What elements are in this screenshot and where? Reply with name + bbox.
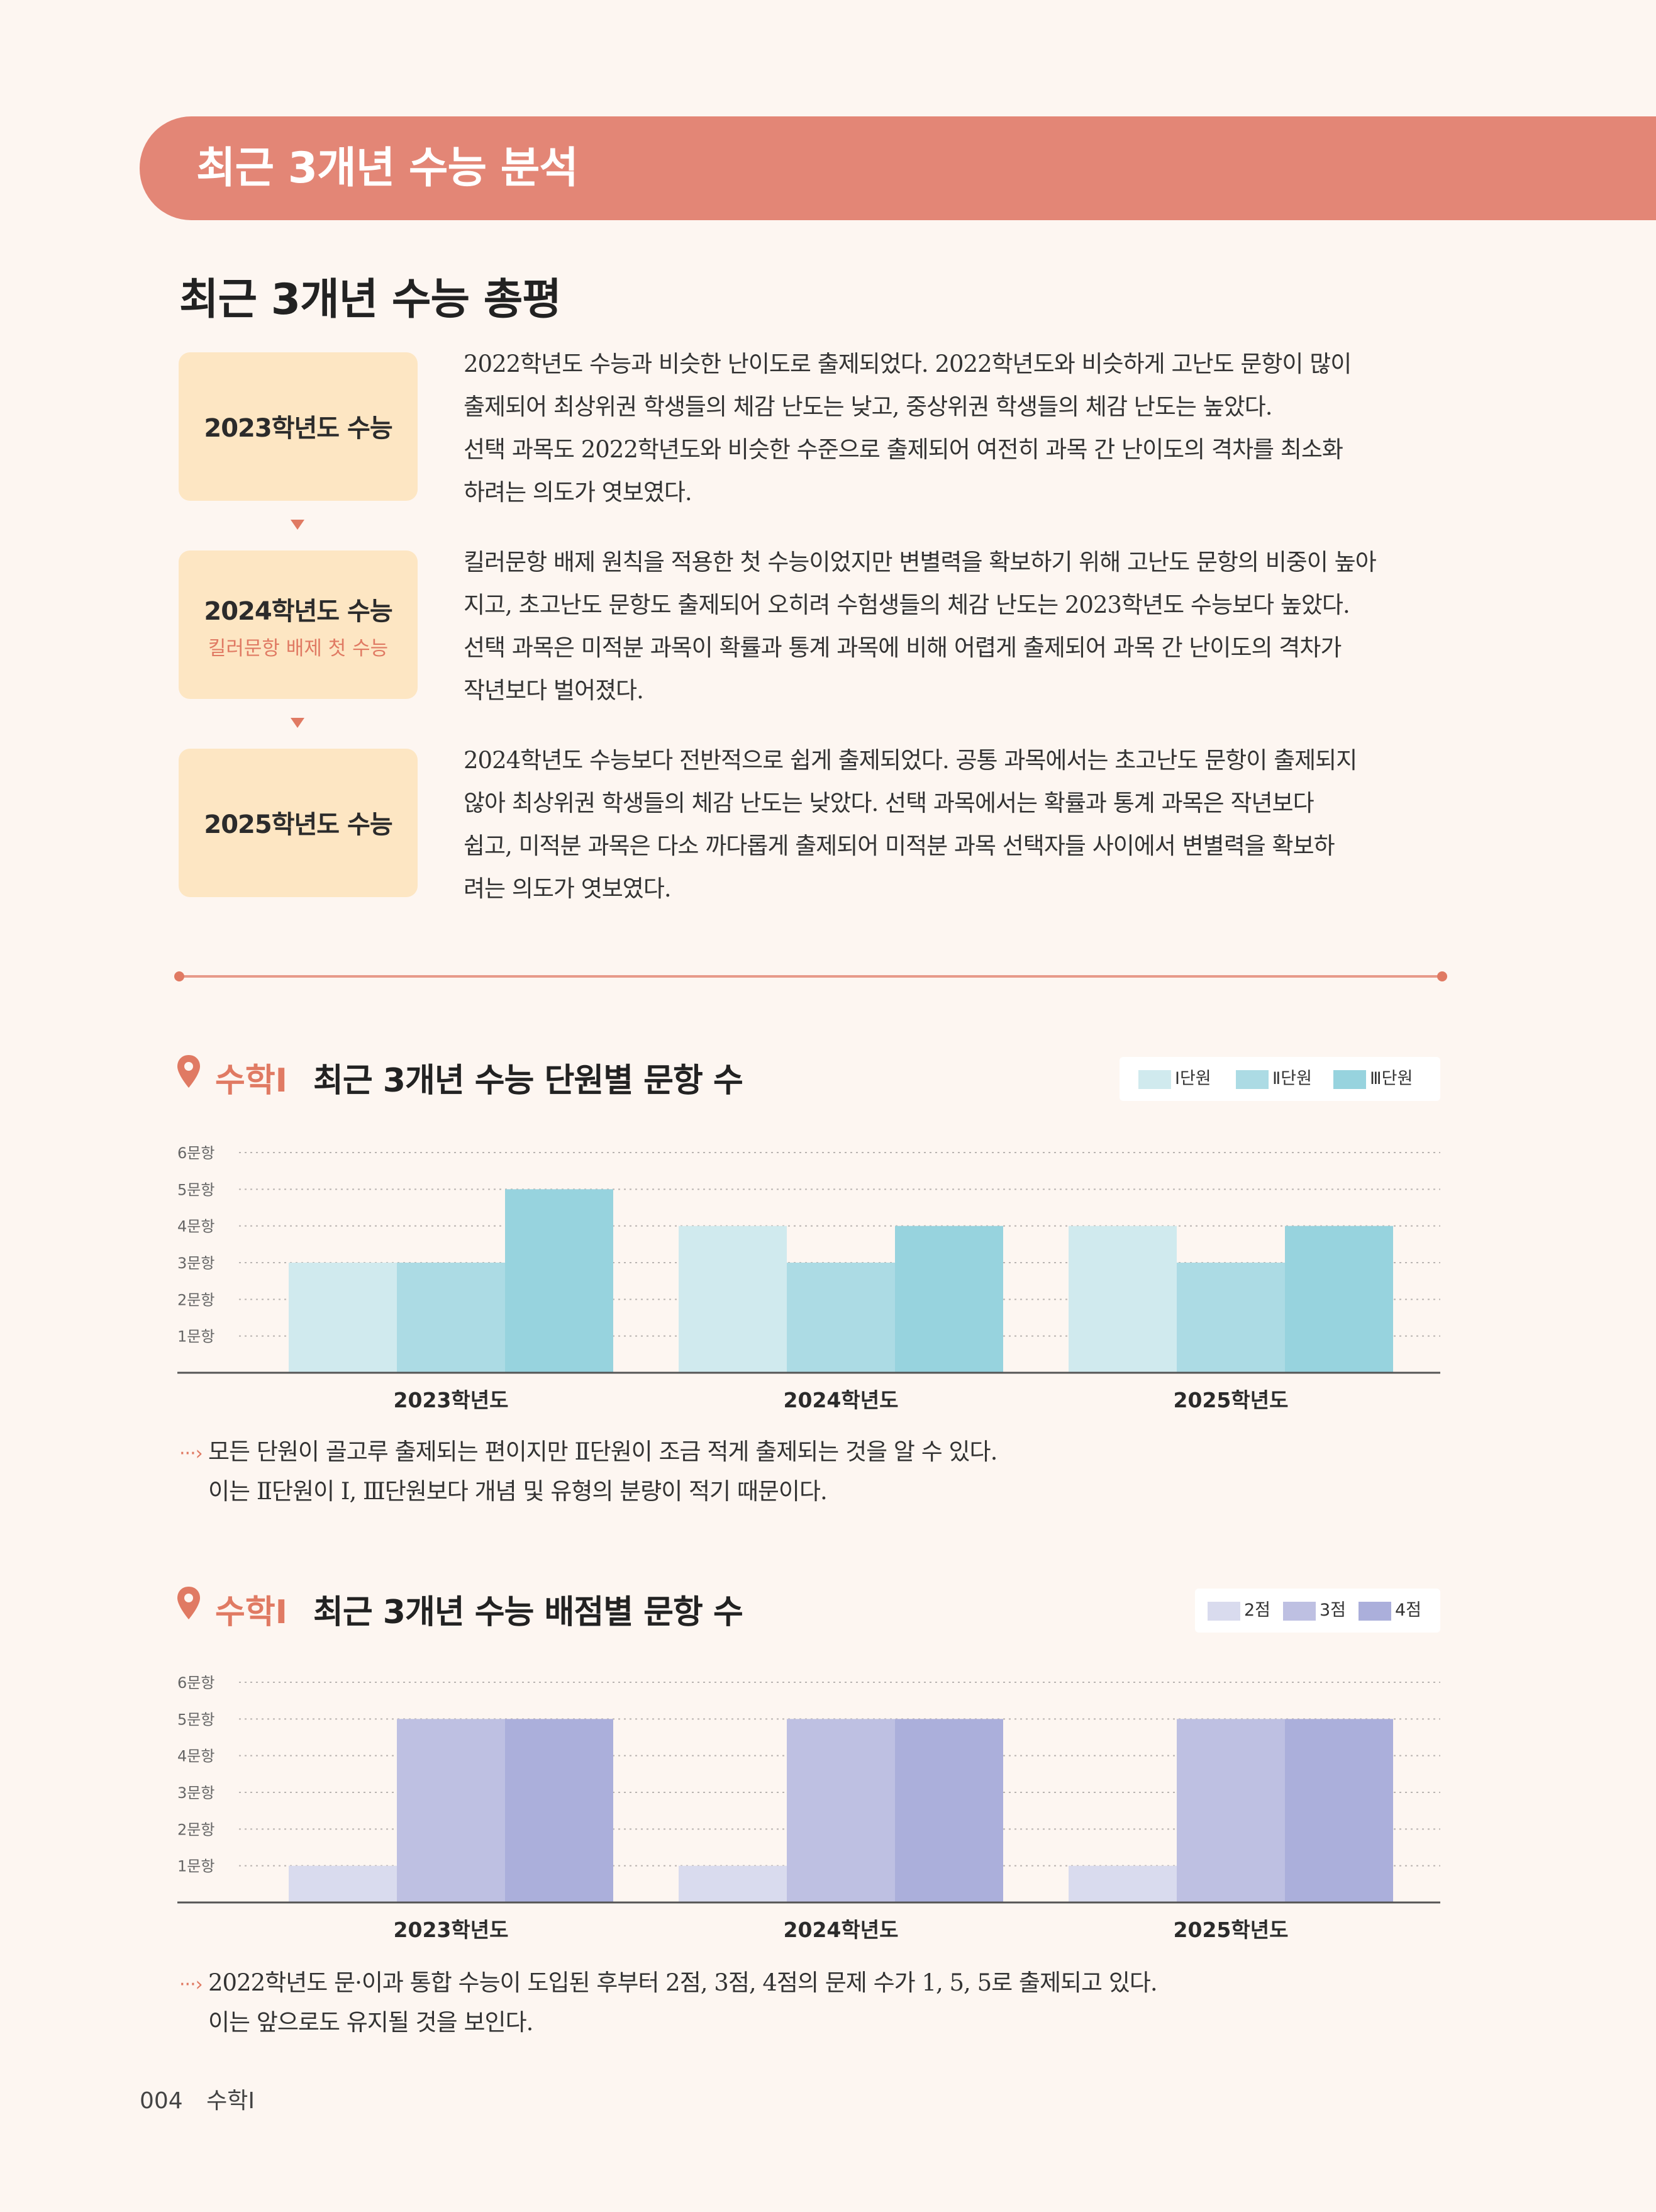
- summary-line: 2024학년도 수능보다 전반적으로 쉽게 출제되었다. 공통 과목에서는 초고…: [464, 747, 1357, 774]
- summary-line: 않아 최상위권 학생들의 체감 난도는 낮았다. 선택 과목에서는 확률과 통계…: [464, 790, 1314, 817]
- legend-item: 3점: [1283, 1600, 1346, 1621]
- y-tick-label: 6문항: [177, 1674, 214, 1692]
- year-box-2025: 2025학년도 수능: [179, 749, 418, 897]
- y-tick-label: 4문항: [177, 1748, 214, 1765]
- banner-title: 최근 3개년 수능 분석: [196, 143, 579, 193]
- bar-1: [1069, 1865, 1177, 1902]
- x-tick-label: 2023학년도: [394, 1388, 509, 1412]
- x-tick-label: 2024학년도: [784, 1918, 899, 1942]
- y-tick-label: 6문항: [177, 1144, 214, 1162]
- y-tick-label: 2문항: [177, 1821, 214, 1838]
- y-tick-label: 5문항: [177, 1181, 214, 1198]
- chart1-note: ···› 모든 단원이 골고루 출제되는 편이지만 Ⅱ단원이 조금 적게 출제되는…: [179, 1433, 1437, 1511]
- note-line: 2022학년도 문·이과 통합 수능이 도입된 후부터 2점, 3점, 4점의 …: [208, 1969, 1158, 1996]
- year-label: 2024학년도 수능: [204, 597, 392, 626]
- summary-line: 킬러문항 배제 원칙을 적용한 첫 수능이었지만 변별력을 확보하기 위해 고난…: [464, 549, 1377, 576]
- chart-title: 최근 3개년 수능 단원별 문항 수: [313, 1062, 743, 1100]
- note-line: 이는 앞으로도 유지될 것을 보인다.: [208, 2009, 533, 2036]
- bar-2: [787, 1719, 895, 1902]
- bar-2: [787, 1263, 895, 1373]
- chart2-note: ···› 2022학년도 문·이과 통합 수능이 도입된 후부터 2점, 3점, …: [179, 1964, 1437, 2042]
- summary-2024: 킬러문항 배제 원칙을 적용한 첫 수능이었지만 변별력을 확보하기 위해 고난…: [464, 541, 1442, 712]
- legend-item: Ⅲ단원: [1333, 1068, 1413, 1090]
- y-tick-label: 4문항: [177, 1218, 214, 1236]
- bar-2: [397, 1263, 505, 1373]
- bar-3: [1285, 1226, 1393, 1373]
- bar-1: [679, 1226, 787, 1373]
- bar-2: [1177, 1263, 1285, 1373]
- page-footer: 004 수학Ⅰ: [140, 2082, 255, 2115]
- chart-subject: 수학Ⅰ: [215, 1062, 288, 1100]
- y-tick-label: 3문항: [177, 1254, 214, 1272]
- y-tick-label: 5문항: [177, 1711, 214, 1728]
- bar-3: [505, 1719, 613, 1902]
- page-number: 004: [140, 2088, 183, 2114]
- legend-item: 2점: [1208, 1600, 1270, 1621]
- summary-line: 작년보다 벌어졌다.: [464, 677, 644, 704]
- y-tick-label: 1문항: [177, 1858, 214, 1875]
- y-tick-label: 3문항: [177, 1784, 214, 1802]
- bar-1: [1069, 1226, 1177, 1373]
- bar-3: [505, 1189, 613, 1373]
- down-arrow-icon: [291, 520, 304, 530]
- overview-title: 최근 3개년 수능 총평: [179, 275, 562, 325]
- summary-2023: 2022학년도 수능과 비슷한 난이도로 출제되었다. 2022학년도와 비슷하…: [464, 343, 1442, 514]
- x-tick-label: 2023학년도: [394, 1918, 509, 1942]
- x-tick-label: 2024학년도: [784, 1388, 899, 1412]
- note-line: 이는 Ⅱ단원이 Ⅰ, Ⅲ단원보다 개념 및 유형의 분량이 적기 때문이다.: [208, 1478, 828, 1505]
- bar-1: [679, 1865, 787, 1902]
- legend-item: Ⅰ단원: [1138, 1068, 1211, 1090]
- section-banner: 최근 3개년 수능 분석: [140, 116, 1656, 220]
- bar-3: [895, 1226, 1003, 1373]
- summary-line: 선택 과목도 2022학년도와 비슷한 수준으로 출제되어 여전히 과목 간 난…: [464, 436, 1343, 463]
- summary-line: 려는 의도가 엿보였다.: [464, 875, 672, 902]
- summary-line: 출제되어 최상위권 학생들의 체감 난도는 낮고, 중상위권 학생들의 체감 난…: [464, 393, 1273, 420]
- x-tick-label: 2025학년도: [1174, 1918, 1289, 1942]
- summary-line: 선택 과목은 미적분 과목이 확률과 통계 과목에 비해 어렵게 출제되어 과목…: [464, 634, 1342, 661]
- bar-2: [397, 1719, 505, 1902]
- x-tick-label: 2025학년도: [1174, 1388, 1289, 1412]
- year-box-2023: 2023학년도 수능: [179, 352, 418, 501]
- arrow-icon: ···›: [179, 1443, 203, 1465]
- summary-line: 2022학년도 수능과 비슷한 난이도로 출제되었다. 2022학년도와 비슷하…: [464, 350, 1352, 377]
- year-box-2024: 2024학년도 수능 킬러문항 배제 첫 수능: [179, 550, 418, 699]
- year-label: 2023학년도 수능: [204, 414, 392, 443]
- section-divider: [174, 971, 1447, 981]
- summary-line: 쉽고, 미적분 과목은 다소 까다롭게 출제되어 미적분 과목 선택자들 사이에…: [464, 832, 1335, 859]
- year-label: 2025학년도 수능: [204, 810, 392, 839]
- footer-subject: 수학Ⅰ: [206, 2088, 255, 2114]
- bar-3: [1285, 1719, 1393, 1902]
- arrow-icon: ···›: [179, 1974, 203, 1996]
- location-pin-icon: [177, 1055, 200, 1088]
- bar-1: [289, 1263, 397, 1373]
- y-tick-label: 2문항: [177, 1291, 214, 1309]
- down-arrow-icon: [291, 718, 304, 728]
- divider-dot: [174, 971, 184, 981]
- legend-item: 4점: [1359, 1600, 1421, 1621]
- chart1-legend: Ⅰ단원 Ⅱ단원 Ⅲ단원: [1120, 1057, 1440, 1101]
- summary-2025: 2024학년도 수능보다 전반적으로 쉽게 출제되었다. 공통 과목에서는 초고…: [464, 739, 1442, 910]
- location-pin-icon: [177, 1587, 200, 1619]
- y-tick-label: 1문항: [177, 1328, 214, 1346]
- legend-item: Ⅱ단원: [1236, 1068, 1312, 1090]
- bar-1: [289, 1865, 397, 1902]
- summary-line: 지고, 초고난도 문항도 출제되어 오히려 수험생들의 체감 난도는 2023학…: [464, 591, 1350, 618]
- summary-line: 하려는 의도가 엿보였다.: [464, 479, 692, 506]
- chart2-legend: 2점 3점 4점: [1195, 1589, 1440, 1633]
- bar-2: [1177, 1719, 1285, 1902]
- note-line: 모든 단원이 골고루 출제되는 편이지만 Ⅱ단원이 조금 적게 출제되는 것을 …: [208, 1438, 997, 1465]
- chart-subject: 수학Ⅰ: [215, 1594, 288, 1631]
- bar-3: [895, 1719, 1003, 1902]
- chart-title: 최근 3개년 수능 배점별 문항 수: [313, 1594, 743, 1631]
- year-sublabel: 킬러문항 배제 첫 수능: [208, 637, 389, 660]
- divider-dot: [1437, 971, 1447, 981]
